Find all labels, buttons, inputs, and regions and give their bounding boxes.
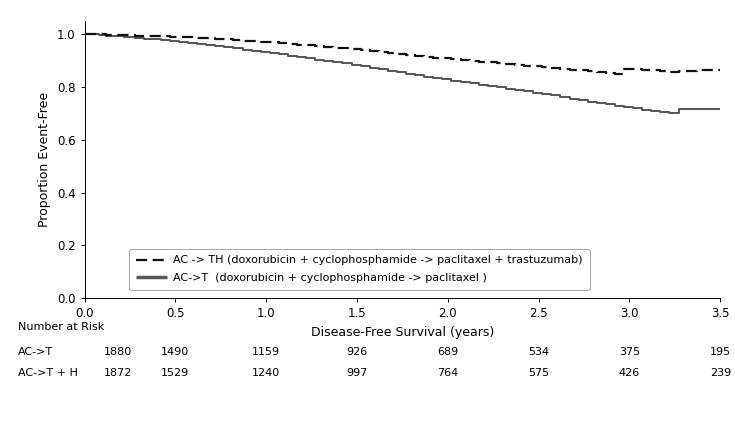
- Text: 534: 534: [528, 347, 549, 357]
- Text: AC->T + H: AC->T + H: [18, 368, 78, 378]
- Text: 1159: 1159: [252, 347, 280, 357]
- Y-axis label: Proportion Event-Free: Proportion Event-Free: [38, 92, 51, 227]
- Text: 375: 375: [619, 347, 640, 357]
- Text: 997: 997: [346, 368, 368, 378]
- Text: 1490: 1490: [161, 347, 190, 357]
- Text: Number at Risk: Number at Risk: [18, 322, 104, 331]
- Text: 1240: 1240: [252, 368, 280, 378]
- Text: 1880: 1880: [104, 347, 132, 357]
- Text: AC->T: AC->T: [18, 347, 54, 357]
- Text: 239: 239: [710, 368, 731, 378]
- Text: 764: 764: [437, 368, 459, 378]
- Text: 426: 426: [619, 368, 640, 378]
- Text: 1529: 1529: [161, 368, 190, 378]
- Text: 1872: 1872: [104, 368, 132, 378]
- Text: 926: 926: [346, 347, 368, 357]
- Text: 195: 195: [710, 347, 731, 357]
- X-axis label: Disease-Free Survival (years): Disease-Free Survival (years): [311, 326, 494, 339]
- Text: 575: 575: [528, 368, 549, 378]
- Legend: AC -> TH (doxorubicin + cyclophosphamide -> paclitaxel + trastuzumab), AC->T  (d: AC -> TH (doxorubicin + cyclophosphamide…: [129, 249, 589, 290]
- Text: 689: 689: [437, 347, 459, 357]
